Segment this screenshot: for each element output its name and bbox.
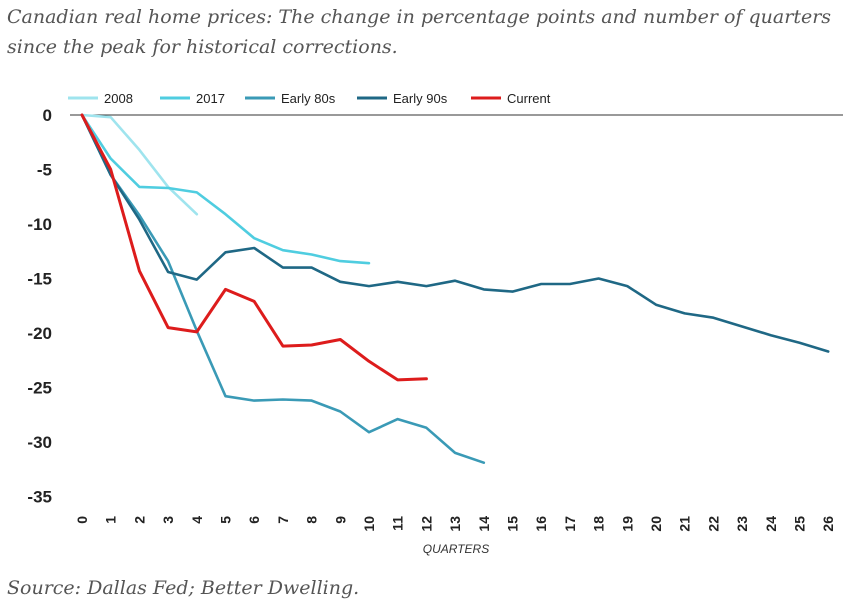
x-tick-label: 13 [447,516,463,532]
x-tick-label: 25 [792,516,808,532]
series-line-early-90s [80,113,830,353]
x-tick-label: 5 [218,516,234,524]
x-tick-label: 8 [304,516,320,524]
x-tick-label: 2 [131,516,147,524]
y-tick-label: -15 [27,270,52,289]
x-tick-label: 23 [734,516,750,532]
x-tick-label: 18 [591,516,607,532]
source-note: Source: Dallas Fed; Better Dwelling. [7,577,360,599]
x-tick-label: 12 [418,516,434,532]
x-tick-label: 6 [246,516,262,524]
y-axis: 0 -5 -10 -15 -20 -25 -30 -35 [27,106,843,507]
legend-label: Early 80s [281,91,336,106]
x-tick-label: 7 [275,516,291,524]
y-tick-label: 0 [43,106,52,125]
series-line-current [80,113,428,382]
x-tick-label: 24 [763,516,779,532]
y-tick-label: -10 [27,215,52,234]
x-tick-label: 11 [390,516,406,531]
y-tick-label: -25 [27,379,52,398]
y-tick-label: -5 [37,161,52,180]
legend-label: 2008 [104,91,133,106]
y-tick-label: -30 [27,433,52,452]
x-axis-label: QUARTERS [423,542,489,556]
x-tick-label: 10 [361,516,377,532]
x-tick-label: 22 [705,516,721,532]
x-tick-label: 17 [562,516,578,532]
x-tick-label: 16 [533,516,549,532]
x-tick-label: 19 [619,516,635,532]
series-line-2017 [80,113,371,265]
x-axis: 0 1 2 3 4 5 6 7 8 9 10 11 12 13 14 15 16 17 18 19 20 21 22 23 24… [74,516,836,532]
x-tick-label: 1 [103,516,119,524]
series-line-2008 [80,113,199,216]
legend-label: Early 90s [393,91,448,106]
chart-title: Canadian real home prices: The change in… [7,6,832,58]
x-tick-label: 0 [74,516,90,524]
series-line-early-80s [80,113,486,465]
legend: 2008 2017 Early 80s Early 90s Current [68,91,551,106]
x-tick-label: 21 [677,516,693,532]
y-tick-label: -35 [27,488,52,507]
y-tick-label: -20 [27,324,52,343]
legend-label: Current [507,91,551,106]
x-tick-label: 9 [332,516,348,524]
x-tick-label: 3 [160,516,176,524]
x-tick-label: 15 [505,516,521,532]
x-tick-label: 14 [476,516,492,532]
x-tick-label: 4 [189,516,205,524]
series-lines [80,113,830,465]
x-tick-label: 26 [820,516,836,532]
legend-label: 2017 [196,91,225,106]
x-tick-label: 20 [648,516,664,532]
